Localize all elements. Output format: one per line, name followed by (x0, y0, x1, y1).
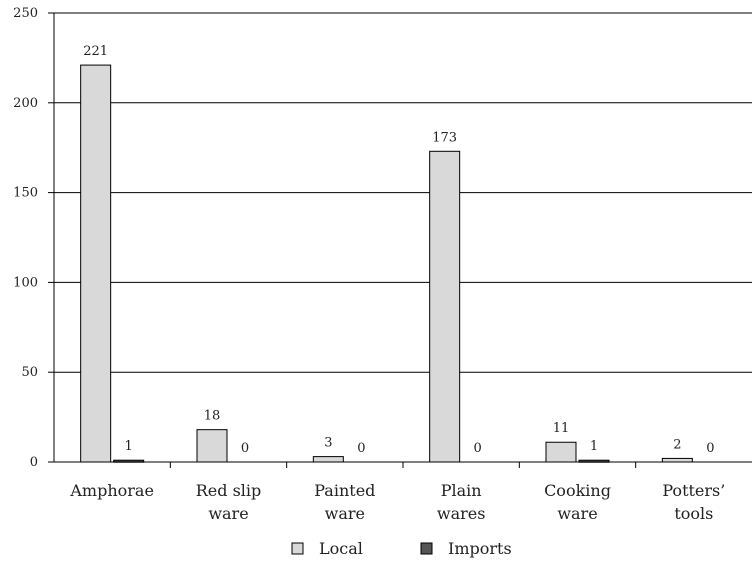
bar-local-2 (312, 456, 344, 463)
category-labels: Amphorae Red slip ware Painted ware Plain ware… (69, 481, 725, 523)
y-tick-label-150: 150 (13, 186, 38, 201)
category-label-5: Potters’ tools (662, 481, 725, 523)
legend: Local Imports (291, 539, 512, 558)
category-label-4: Cooking ware (544, 481, 611, 523)
y-axis-ticks: 0 50 100 150 200 250 (13, 6, 54, 470)
grid-lines (54, 12, 752, 373)
y-tick-label-200: 200 (13, 96, 38, 111)
data-label-local-1: 18 (204, 409, 221, 424)
y-tick-label-250: 250 (13, 6, 38, 21)
data-label-imports-2: 0 (357, 441, 365, 456)
bars (80, 64, 693, 463)
category-label-2: Painted ware (314, 481, 375, 523)
data-label-local-2: 3 (324, 436, 332, 451)
bar-local-3 (429, 150, 461, 463)
legend-swatch-1 (420, 542, 433, 555)
y-tick-label-50: 50 (21, 365, 38, 380)
data-label-imports-1: 0 (241, 441, 249, 456)
y-tick-label-0: 0 (30, 455, 38, 470)
category-label-0: Amphorae (69, 481, 154, 500)
data-label-local-5: 2 (673, 437, 681, 452)
data-label-imports-5: 0 (706, 441, 714, 456)
y-tick-label-100: 100 (13, 275, 38, 290)
category-label-1: Red slip ware (196, 481, 262, 523)
legend-label-1: Imports (448, 539, 512, 558)
bar-local-4 (545, 441, 577, 463)
bar-local-5 (661, 457, 693, 463)
data-label-local-4: 11 (553, 421, 570, 436)
data-label-imports-4: 1 (590, 439, 598, 454)
axes (53, 13, 752, 468)
data-label-imports-3: 0 (474, 441, 482, 456)
legend-label-0: Local (319, 539, 363, 558)
data-label-local-0: 221 (83, 44, 108, 59)
bar-local-0 (80, 64, 112, 463)
bar-local-1 (196, 429, 228, 463)
category-label-3: Plain wares (437, 481, 486, 523)
data-label-local-3: 173 (432, 130, 457, 145)
legend-swatch-0 (291, 542, 304, 555)
data-label-imports-0: 1 (125, 439, 133, 454)
